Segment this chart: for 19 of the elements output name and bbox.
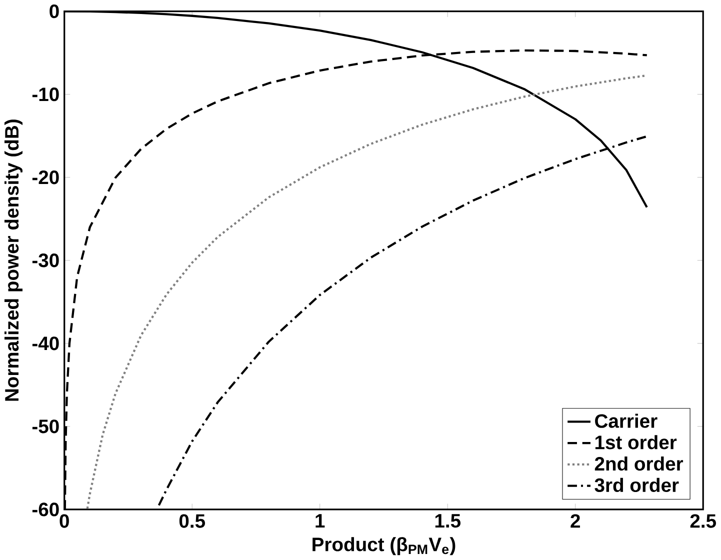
x-tick-label: 0 — [60, 514, 69, 528]
x-tick-label: 2 — [570, 514, 580, 528]
legend-label: Carrier — [595, 414, 658, 428]
x-tick-label: 2.5 — [690, 514, 716, 528]
legend-label: 1st order — [595, 435, 677, 450]
y-axis-title: Normalized power density (dB) — [4, 120, 22, 402]
x-tick-label: 1.5 — [435, 514, 460, 528]
y-tick-label: 0 — [50, 4, 59, 18]
y-tick-label: -40 — [32, 336, 59, 350]
x-tick-label: 0.5 — [179, 514, 205, 528]
legend-label: 3rd order — [594, 478, 679, 492]
x-tick-label: 1 — [316, 514, 325, 528]
y-tick-label: -50 — [32, 420, 59, 434]
y-tick-label: -20 — [32, 170, 59, 184]
y-tick-label: -60 — [32, 502, 59, 517]
y-tick-label: -10 — [32, 88, 59, 102]
x-axis-title: Product (β$_{PM}$V$_{e}$) — [312, 537, 456, 556]
legend-label: 2nd order — [594, 456, 684, 471]
y-tick-label: -30 — [32, 254, 59, 268]
